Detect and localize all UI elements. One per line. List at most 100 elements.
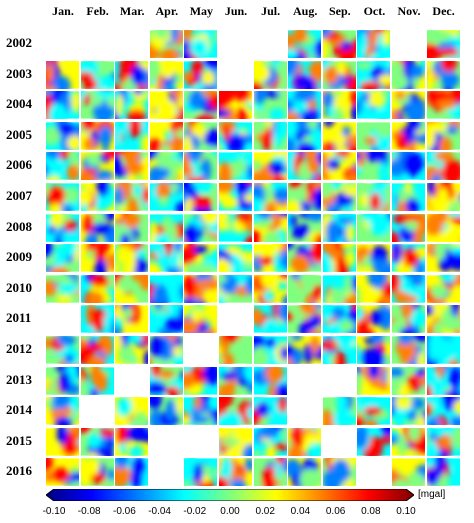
month-label: Feb.: [86, 4, 109, 18]
heatmap-panel: [184, 60, 218, 89]
heatmap-panel: [184, 305, 218, 334]
heatmap-panel: [80, 183, 115, 211]
month-label: Jun.: [224, 4, 248, 18]
colorbar-tick-label: 0.00: [220, 506, 240, 517]
heatmap-panel: [184, 152, 218, 181]
heatmap-panel: [184, 213, 218, 242]
heatmap-panel: [149, 305, 184, 334]
heatmap-panel: [426, 274, 461, 303]
heatmap-panel: [115, 397, 149, 426]
colorbar-tick-label: 0.08: [361, 506, 381, 517]
year-label: 2006: [6, 157, 32, 173]
heatmap-panel: [288, 152, 322, 181]
heatmap-panel: [80, 244, 115, 273]
heatmap-panel: [46, 152, 80, 181]
heatmap-panel: [288, 427, 322, 456]
year-label: 2004: [6, 96, 32, 112]
heatmap-panel: [80, 458, 115, 487]
month-label: Oct.: [363, 4, 386, 18]
year-label: 2016: [6, 463, 32, 479]
heatmap-panel: [184, 366, 218, 395]
month-label: Mar.: [119, 4, 145, 18]
heatmap-panel: [426, 244, 461, 273]
heatmap-panel: [288, 121, 322, 150]
year-label: 2012: [6, 341, 32, 356]
heatmap-panel: [357, 122, 391, 150]
heatmap-panel: [46, 366, 80, 395]
heatmap-panel: [322, 60, 357, 89]
heatmap-panel: [253, 121, 288, 150]
heatmap-panel: [184, 121, 218, 150]
heatmap-panel: [253, 274, 288, 303]
heatmap-panel: [219, 397, 253, 426]
heatmap-panel: [253, 397, 288, 426]
heatmap-panel: [392, 183, 426, 211]
colorbar-tick-label: -0.08: [77, 506, 101, 517]
heatmap-panel: [253, 427, 288, 456]
heatmap-panel: [392, 213, 426, 242]
heatmap-panel: [149, 60, 184, 89]
heatmap-panel: [322, 458, 357, 487]
heatmap-panel: [322, 183, 357, 211]
heatmap-panel: [426, 152, 461, 181]
heatmap-panel: [115, 213, 149, 242]
heatmap-panel: [46, 244, 80, 273]
heatmap-panel: [80, 213, 115, 242]
heatmap-panel: [322, 305, 357, 334]
month-label: Jan.: [52, 4, 74, 18]
heatmap-panel: [322, 397, 357, 426]
heatmap-panel: [80, 366, 115, 395]
heatmap-panel: [253, 366, 288, 395]
heatmap-panel: [426, 427, 461, 456]
heatmap-panel: [219, 458, 253, 487]
heatmap-panel: [184, 244, 218, 273]
heatmap-panel: [80, 60, 115, 89]
heatmap-panel: [219, 183, 253, 211]
heatmap-panel: [322, 274, 357, 303]
heatmap-panel: [392, 427, 426, 456]
heatmap-panel: [288, 458, 322, 487]
heatmap-panel: [149, 183, 184, 211]
heatmap-panel: [80, 427, 115, 456]
heatmap-panel: [426, 305, 461, 334]
heatmap-panel: [80, 152, 115, 181]
heatmap-panel: [253, 213, 288, 242]
year-label: 2010: [6, 279, 32, 295]
heatmap-panel: [392, 60, 426, 89]
heatmap-panel: [253, 60, 288, 89]
colorbar-tick-label: 0.02: [255, 506, 275, 517]
heatmap-panel: [357, 244, 391, 273]
heatmap-panel: [253, 91, 288, 120]
heatmap-panel: [253, 458, 288, 487]
heatmap-panel: [80, 336, 115, 364]
heatmap-panel: [392, 91, 426, 120]
heatmap-panel: [288, 274, 322, 303]
heatmap-panel: [115, 244, 149, 273]
heatmap-panel: [392, 152, 426, 181]
heatmap-panel: [46, 91, 80, 120]
heatmap-panel: [322, 152, 357, 181]
heatmap-panel: [392, 336, 426, 364]
heatmap-panel: [46, 427, 80, 456]
heatmap-panel: [219, 366, 253, 395]
heatmap-panel: [357, 274, 391, 303]
month-label: Sep.: [328, 4, 351, 18]
heatmap-panel: [357, 30, 391, 58]
heatmap-panel: [426, 336, 461, 364]
year-label: 2014: [6, 402, 32, 418]
heatmap-panel: [392, 458, 426, 487]
heatmap-panel: [80, 91, 115, 120]
heatmap-panel: [392, 121, 426, 150]
heatmap-panel: [149, 91, 184, 120]
heatmap-panel: [46, 274, 80, 303]
heatmap-panel: [357, 213, 391, 242]
heatmap-panel: [80, 274, 115, 303]
month-label: Dec.: [432, 4, 455, 18]
heatmap-panel: [149, 214, 184, 242]
heatmap-panel: [426, 397, 461, 426]
heatmap-panel: [46, 213, 80, 242]
month-label: Jul.: [261, 4, 281, 18]
heatmap-panel: [253, 152, 288, 181]
year-label: 2008: [6, 218, 32, 234]
heatmap-panel: [149, 366, 184, 395]
